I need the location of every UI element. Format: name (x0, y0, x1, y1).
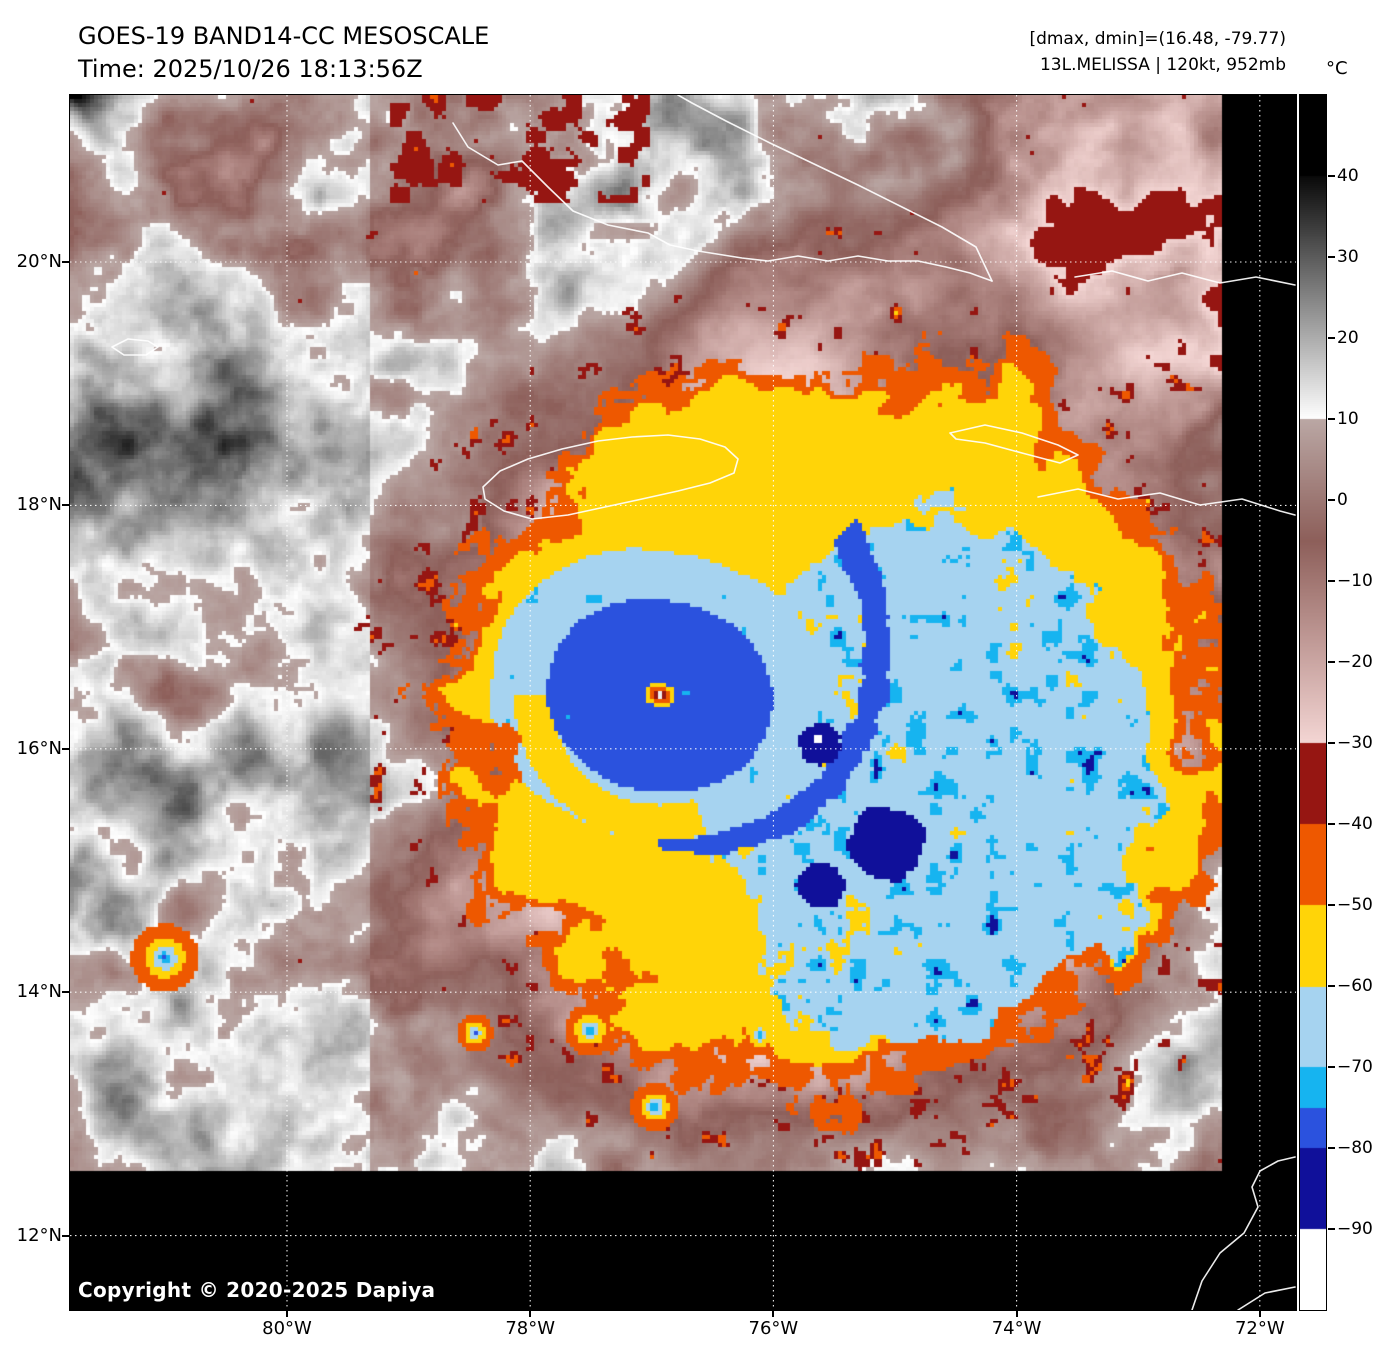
colorbar-tick-mark (1328, 1066, 1335, 1068)
satellite-image-canvas (70, 95, 1296, 1310)
colorbar-tick-label: −20 (1337, 652, 1373, 672)
lon-tick-mark (772, 1311, 775, 1317)
colorbar-tick-mark (1328, 1147, 1335, 1149)
lat-tick-mark (62, 261, 69, 263)
colorbar-tick-label: −10 (1337, 571, 1373, 591)
lon-tick-label: 72°W (1234, 1318, 1285, 1339)
colorbar-tick-label: 30 (1337, 247, 1359, 267)
dmax-dmin-label: [dmax, dmin]=(16.48, -79.77) (1029, 29, 1286, 49)
colorbar-tick-label: −50 (1337, 895, 1373, 915)
colorbar-tick-label: −40 (1337, 814, 1373, 834)
colorbar-tick-mark (1328, 1228, 1335, 1230)
colorbar-tick-mark (1328, 985, 1335, 987)
colorbar-tick-mark (1328, 337, 1335, 339)
lon-tick-label: 76°W (748, 1318, 799, 1339)
product-title: GOES-19 BAND14-CC MESOSCALE (78, 22, 490, 50)
colorbar-tick-label: 10 (1337, 409, 1359, 429)
colorbar-tick-mark (1328, 904, 1335, 906)
lat-tick-label: 18°N (16, 494, 62, 516)
colorbar-tick-label: −80 (1337, 1138, 1373, 1158)
colorbar-tick-label: −60 (1337, 976, 1373, 996)
storm-info-label: 13L.MELISSA | 120kt, 952mb (1039, 55, 1286, 75)
colorbar-tick-mark (1328, 580, 1335, 582)
lon-tick-mark (1015, 1311, 1018, 1317)
colorbar-tick-mark (1328, 175, 1335, 177)
colorbar-tick-label: −30 (1337, 733, 1373, 753)
lat-tick-mark (62, 991, 69, 994)
lon-tick-mark (1258, 1311, 1261, 1317)
lon-tick-mark (286, 1311, 288, 1317)
lat-tick-label: 12°N (16, 1224, 62, 1246)
lat-tick-label: 20°N (16, 251, 62, 272)
colorbar-tick-label: 40 (1337, 166, 1359, 186)
colorbar-unit-label: °C (1326, 58, 1348, 79)
colorbar-tick-label: −70 (1337, 1057, 1373, 1077)
lat-tick-label: 16°N (16, 737, 62, 759)
colorbar-tick-mark (1328, 823, 1335, 825)
colorbar (1299, 94, 1327, 1311)
colorbar-tick-mark (1328, 418, 1335, 420)
lat-tick-label: 14°N (16, 981, 62, 1003)
copyright-label: Copyright © 2020-2025 Dapiya (78, 1278, 436, 1302)
colorbar-tick-mark (1328, 499, 1335, 501)
lon-tick-mark (529, 1311, 532, 1317)
lon-tick-label: 80°W (262, 1318, 312, 1339)
lat-tick-mark (62, 747, 69, 750)
lat-tick-mark (62, 1234, 69, 1237)
colorbar-tick-label: −90 (1337, 1219, 1373, 1239)
lat-tick-mark (62, 504, 69, 507)
colorbar-tick-mark (1328, 742, 1335, 744)
lon-tick-label: 78°W (505, 1318, 556, 1339)
map-plot: Copyright © 2020-2025 Dapiya (69, 94, 1297, 1311)
colorbar-canvas (1300, 95, 1326, 1310)
colorbar-tick-mark (1328, 661, 1335, 663)
lon-tick-label: 74°W (991, 1318, 1042, 1339)
colorbar-tick-mark (1328, 256, 1335, 258)
colorbar-tick-label: 20 (1337, 328, 1359, 348)
time-label: Time: 2025/10/26 18:13:56Z (78, 55, 423, 83)
colorbar-tick-label: 0 (1337, 490, 1348, 510)
